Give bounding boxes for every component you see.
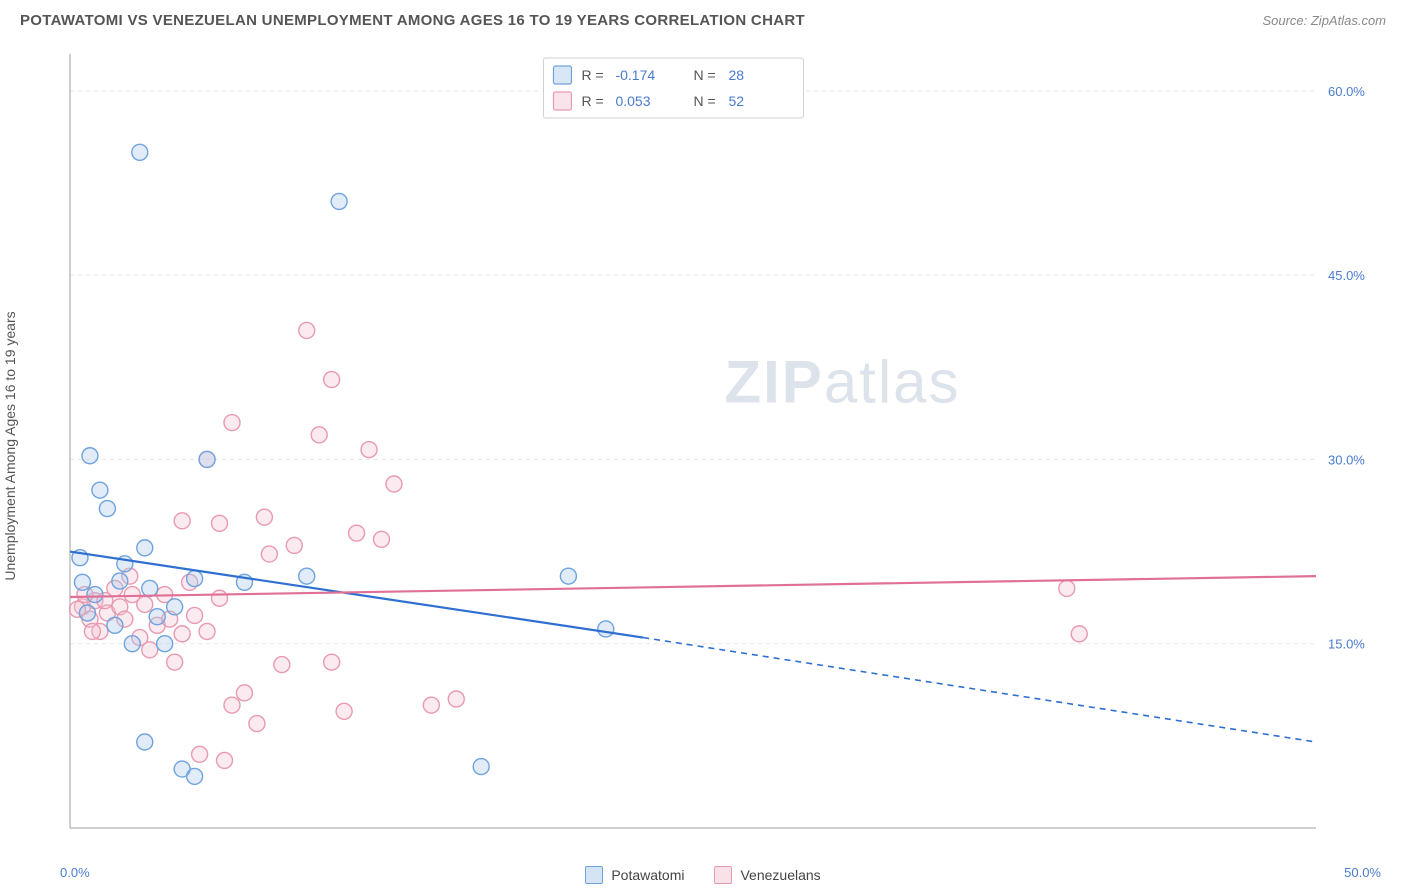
y-axis-label: Unemployment Among Ages 16 to 19 years xyxy=(2,311,18,580)
svg-text:15.0%: 15.0% xyxy=(1328,637,1365,652)
scatter-plot: 15.0% 30.0% 45.0% 60.0% ZIPatlas R = -0.174 N =… xyxy=(60,44,1386,848)
legend-swatch xyxy=(714,866,732,884)
legend-swatch xyxy=(585,866,603,884)
chart-area: Unemployment Among Ages 16 to 19 years 1… xyxy=(20,44,1386,848)
svg-text:28: 28 xyxy=(728,67,744,83)
svg-text:0.053: 0.053 xyxy=(615,93,650,109)
svg-text:60.0%: 60.0% xyxy=(1328,84,1365,99)
footer-legend: Potawatomi Venezuelans xyxy=(0,866,1406,884)
svg-text:R =: R = xyxy=(581,93,603,109)
svg-text:45.0%: 45.0% xyxy=(1328,268,1365,283)
chart-source: Source: ZipAtlas.com xyxy=(1262,13,1386,28)
chart-header: POTAWATOMI VS VENEZUELAN UNEMPLOYMENT AM… xyxy=(0,0,1406,37)
svg-text:52: 52 xyxy=(728,93,744,109)
legend-item-potawatomi: Potawatomi xyxy=(585,866,684,884)
svg-text:N =: N = xyxy=(693,93,715,109)
legend-item-venezuelans: Venezuelans xyxy=(714,866,820,884)
svg-text:N =: N = xyxy=(693,67,715,83)
legend-label: Venezuelans xyxy=(740,867,820,883)
svg-text:-0.174: -0.174 xyxy=(615,67,655,83)
svg-text:R =: R = xyxy=(581,67,603,83)
svg-text:30.0%: 30.0% xyxy=(1328,452,1365,467)
legend-label: Potawatomi xyxy=(611,867,684,883)
svg-text:ZIPatlas: ZIPatlas xyxy=(724,348,960,415)
chart-title: POTAWATOMI VS VENEZUELAN UNEMPLOYMENT AM… xyxy=(20,12,805,29)
